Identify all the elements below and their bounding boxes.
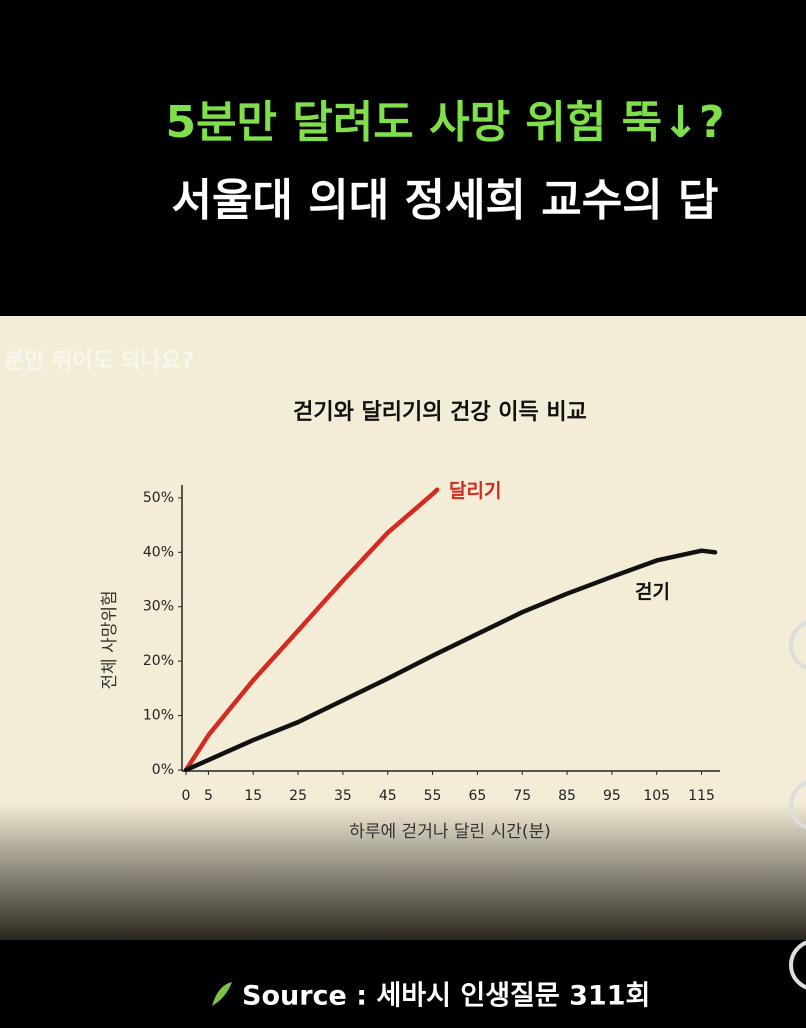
top-band <box>0 0 806 316</box>
y-tick-label: 40% <box>143 544 174 560</box>
video-panel <box>0 316 806 940</box>
faded-caption: 분만 뛰어도 되나요? <box>4 349 194 374</box>
y-axis-label: 전체 사망위험 <box>100 590 120 689</box>
x-tick-label: 105 <box>643 788 670 804</box>
leaf-icon <box>212 982 232 1006</box>
series-label: 달리기 <box>449 480 501 502</box>
x-tick-label: 75 <box>513 788 531 804</box>
series-label: 걷기 <box>635 581 670 603</box>
y-tick-label: 30% <box>143 599 174 615</box>
headline-1: 5분만 달려도 사망 위험 뚝↓? <box>165 97 724 148</box>
headline-2: 서울대 의대 정세희 교수의 답 <box>171 175 718 226</box>
side-icon[interactable] <box>789 620 806 670</box>
chart-title: 걷기와 달리기의 건강 이득 비교 <box>293 400 587 425</box>
x-tick-label: 0 <box>182 788 191 804</box>
side-icon[interactable] <box>789 780 806 830</box>
x-tick-label: 5 <box>204 788 213 804</box>
y-tick-label: 10% <box>143 708 174 724</box>
side-icon[interactable] <box>789 940 806 990</box>
x-axis-label: 하루에 걷거나 달린 시간(분) <box>349 822 551 842</box>
x-tick-label: 35 <box>334 788 352 804</box>
y-tick-label: 0% <box>152 762 174 778</box>
x-tick-label: 115 <box>688 788 715 804</box>
x-tick-label: 55 <box>424 788 442 804</box>
y-tick-label: 50% <box>143 490 174 506</box>
series-line <box>183 548 718 773</box>
plot: 0% 10% 20% 30% 40% 50% 0 5 15 25 35 45 55 65 75 85 95 105… <box>143 480 718 804</box>
x-tick-label: 25 <box>289 788 307 804</box>
source: Source : 세바시 인생질문 311회 <box>242 981 650 1012</box>
x-tick-label: 45 <box>379 788 397 804</box>
series-line <box>183 487 440 773</box>
x-tick-label: 65 <box>468 788 486 804</box>
x-tick-label: 15 <box>244 788 262 804</box>
x-tick-label: 85 <box>558 788 576 804</box>
y-tick-label: 20% <box>143 653 174 669</box>
x-tick-label: 95 <box>603 788 621 804</box>
